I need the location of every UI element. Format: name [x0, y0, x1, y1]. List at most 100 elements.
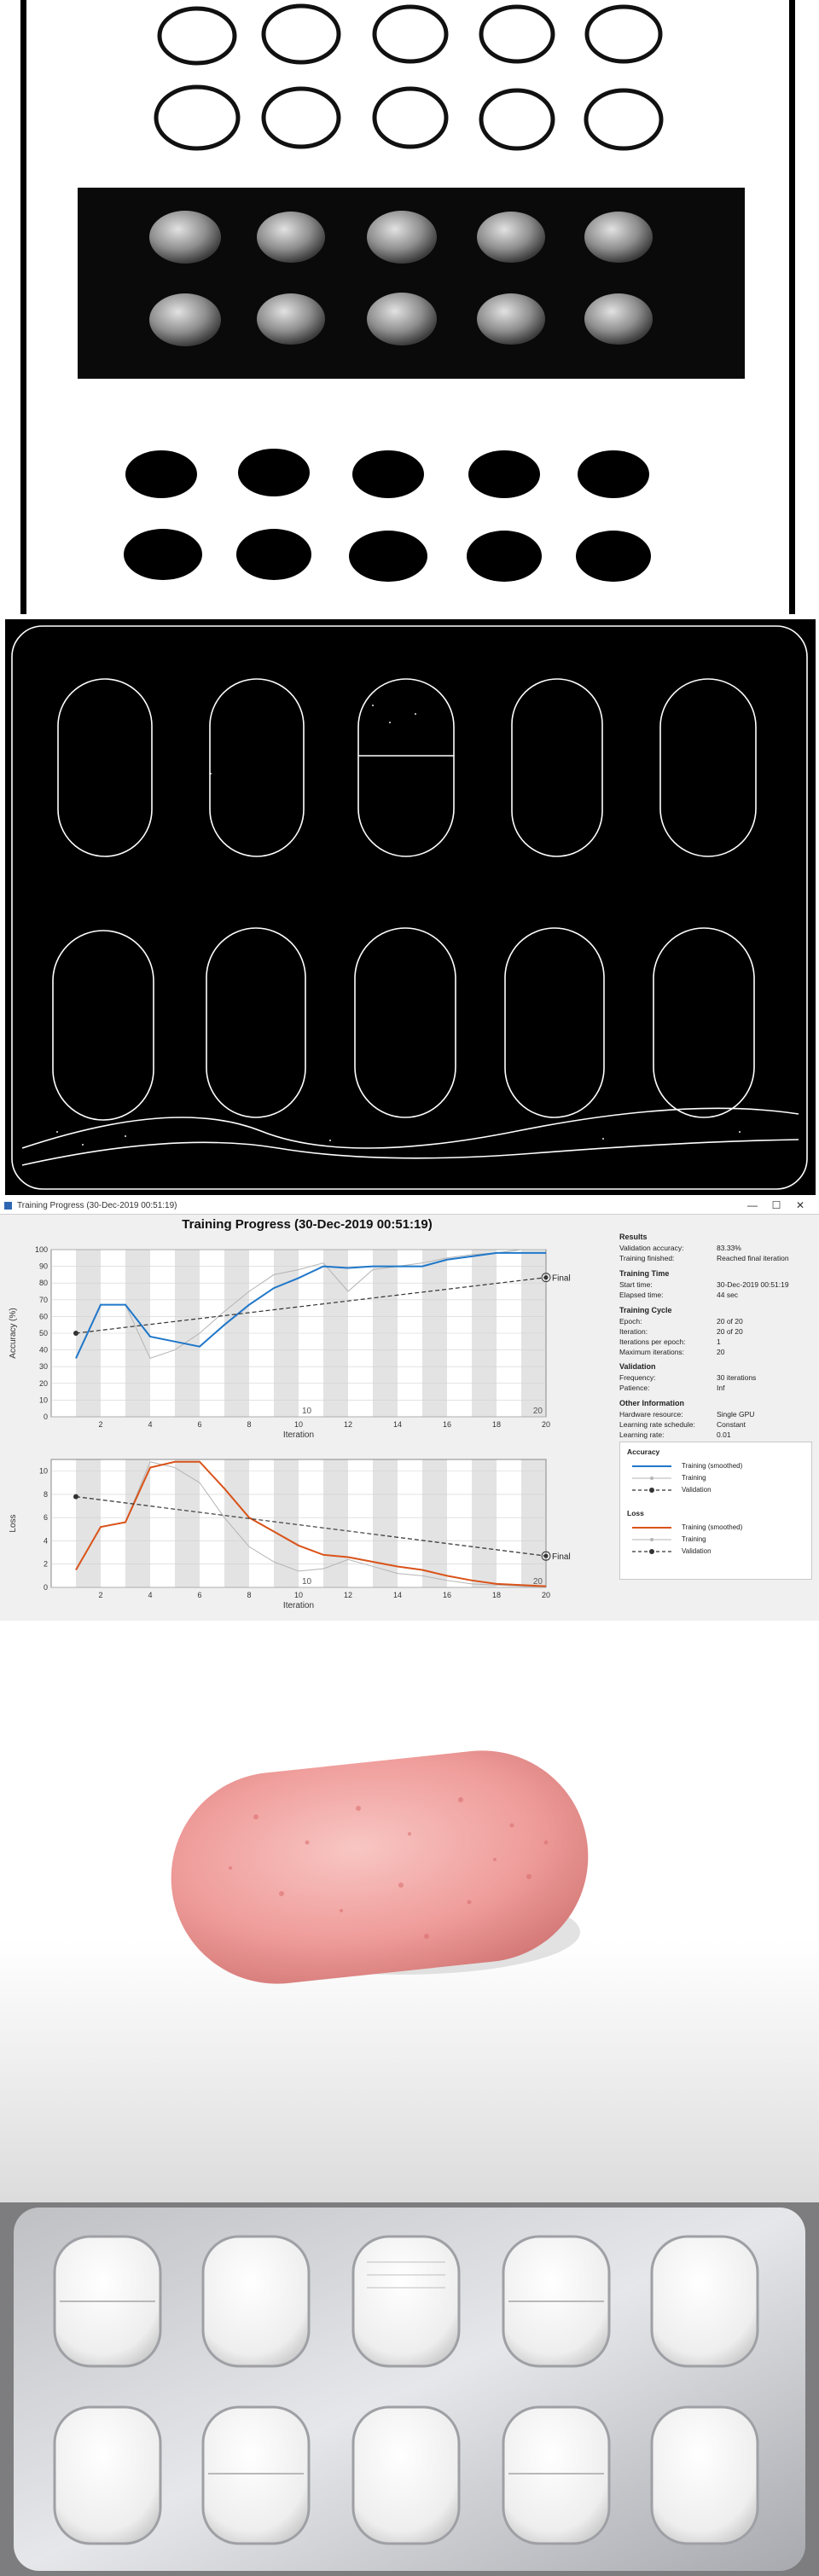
epoch-label: 20 [533, 1407, 543, 1416]
validation-point [73, 1494, 78, 1500]
x-tick-label: 20 [542, 1420, 550, 1429]
x-axis-label: Iteration [283, 1601, 314, 1610]
edge-detection-image [5, 619, 816, 1195]
y-tick-label: 20 [39, 1379, 48, 1388]
training-cycle-heading: Training Cycle [619, 1306, 672, 1314]
y-axis-label: Accuracy (%) [9, 1308, 18, 1358]
info-row: Epoch: 20 of 20 [619, 1317, 743, 1326]
epoch-label: 10 [302, 1577, 312, 1587]
epoch-band [521, 1459, 546, 1587]
info-row: Patience: Inf [619, 1384, 725, 1392]
loss-y-ticks: 0 2 4 6 8 10 [39, 1467, 48, 1592]
epoch-band [76, 1459, 101, 1587]
y-tick-label: 10 [39, 1467, 48, 1476]
x-tick-label: 2 [98, 1420, 102, 1429]
x-tick-label: 6 [197, 1591, 201, 1599]
y-tick-label: 40 [39, 1346, 48, 1355]
validation-point [73, 1331, 78, 1336]
close-button[interactable]: ✕ [795, 1199, 805, 1211]
loss-x-ticks: 2 4 6 8 10 12 14 16 18 20 [98, 1591, 550, 1599]
training-info-panel: Results Validation accuracy: 83.33% Train… [616, 1233, 812, 1621]
accuracy-validation-line [75, 1277, 547, 1334]
y-tick-label: 8 [44, 1490, 48, 1499]
other-info-heading: Other Information [619, 1399, 684, 1407]
pill-outline-image [78, 3, 745, 582]
y-tick-label: 10 [39, 1395, 48, 1404]
legend-loss-heading: Loss [627, 1509, 644, 1517]
info-row: Start time: 30-Dec-2019 00:51:19 [619, 1280, 789, 1289]
blister-pack-photo [0, 2202, 819, 2576]
pink-tablet [171, 1750, 589, 1984]
x-tick-label: 14 [393, 1420, 402, 1429]
final-label: Final [552, 1552, 571, 1562]
training-time-heading: Training Time [619, 1269, 670, 1278]
epoch-bands [51, 1459, 546, 1587]
x-tick-label: 12 [344, 1591, 352, 1599]
final-label: Final [552, 1274, 571, 1284]
image-frame [20, 0, 795, 614]
y-tick-label: 60 [39, 1312, 48, 1320]
maximize-button[interactable]: ☐ [771, 1199, 781, 1211]
info-row: Validation accuracy: 83.33% [619, 1244, 741, 1252]
minimize-button[interactable]: — [747, 1199, 758, 1211]
pill-outlines-panel [0, 0, 819, 614]
y-tick-label: 90 [39, 1262, 48, 1271]
x-tick-label: 4 [148, 1591, 152, 1599]
final-validation-point [543, 1275, 549, 1280]
x-tick-label: 2 [98, 1591, 102, 1599]
window-titlebar: Training Progress (30-Dec-2019 00:51:19)… [0, 1198, 819, 1215]
results-heading: Results [619, 1233, 648, 1241]
x-tick-label: 18 [492, 1420, 501, 1429]
pink-tablet-photo [0, 1621, 819, 2202]
legend-accuracy-heading: Accuracy [627, 1448, 660, 1456]
x-axis-label: Iteration [283, 1430, 314, 1440]
info-row: Learning rate: 0.01 [619, 1430, 731, 1439]
x-tick-label: 14 [393, 1591, 402, 1599]
x-tick-label: 18 [492, 1591, 501, 1599]
window-title: Training Progress (30-Dec-2019 00:51:19) [17, 1201, 177, 1210]
y-tick-label: 80 [39, 1279, 48, 1287]
y-tick-label: 0 [44, 1413, 48, 1421]
accuracy-x-ticks: 2 4 6 8 10 12 14 16 18 20 [98, 1420, 550, 1429]
x-tick-label: 16 [443, 1420, 451, 1429]
chart-title: Training Progress (30-Dec-2019 00:51:19) [182, 1217, 433, 1232]
edge-detection-panel [0, 616, 819, 1198]
x-tick-label: 10 [294, 1591, 303, 1599]
x-tick-label: 4 [148, 1420, 152, 1429]
epoch-band [422, 1459, 447, 1587]
x-tick-label: 12 [344, 1420, 352, 1429]
epoch-band [224, 1459, 249, 1587]
y-tick-label: 30 [39, 1362, 48, 1371]
legend-item: Training (smoothed) [632, 1523, 743, 1531]
x-tick-label: 20 [542, 1591, 550, 1599]
final-validation-marker [541, 1273, 551, 1283]
info-row: Frequency: 30 iterations [619, 1373, 757, 1382]
matlab-window-icon [4, 1202, 12, 1210]
info-row: Training finished: Reached final iteratio… [619, 1254, 789, 1262]
loss-training-line [75, 1461, 547, 1587]
info-row: Iterations per epoch: 1 [619, 1337, 721, 1346]
info-row: Maximum iterations: 20 [619, 1348, 725, 1356]
loss-validation-line [75, 1496, 547, 1557]
legend-item: Training [630, 1535, 801, 1545]
final-validation-point [543, 1553, 549, 1558]
epoch-band [125, 1459, 150, 1587]
final-validation-marker [541, 1551, 551, 1561]
epoch-band [472, 1459, 497, 1587]
info-row: Elapsed time: 44 sec [619, 1291, 739, 1299]
y-tick-label: 4 [44, 1536, 48, 1545]
loss-chart: 0 2 4 6 8 10 2 4 6 8 10 12 14 16 18 20 10 20 Final Ite… [9, 1459, 571, 1610]
info-row: Learning rate schedule: Constant [619, 1420, 746, 1429]
accuracy-smoothed-line [75, 1251, 546, 1359]
info-row: Hardware resource: Single GPU [619, 1410, 755, 1419]
x-tick-label: 6 [197, 1420, 201, 1429]
legend-item: Validation [630, 1546, 801, 1557]
training-progress-window: Training Progress (30-Dec-2019 00:51:19)… [0, 1198, 819, 1621]
x-tick-label: 10 [294, 1420, 303, 1429]
y-tick-label: 0 [44, 1583, 48, 1592]
info-row: Iteration: 20 of 20 [619, 1327, 743, 1336]
accuracy-y-ticks: 0 10 20 30 40 50 60 70 80 90 100 [35, 1245, 48, 1421]
legend-item: Training (smoothed) [632, 1462, 743, 1470]
epoch-label: 20 [533, 1577, 543, 1587]
